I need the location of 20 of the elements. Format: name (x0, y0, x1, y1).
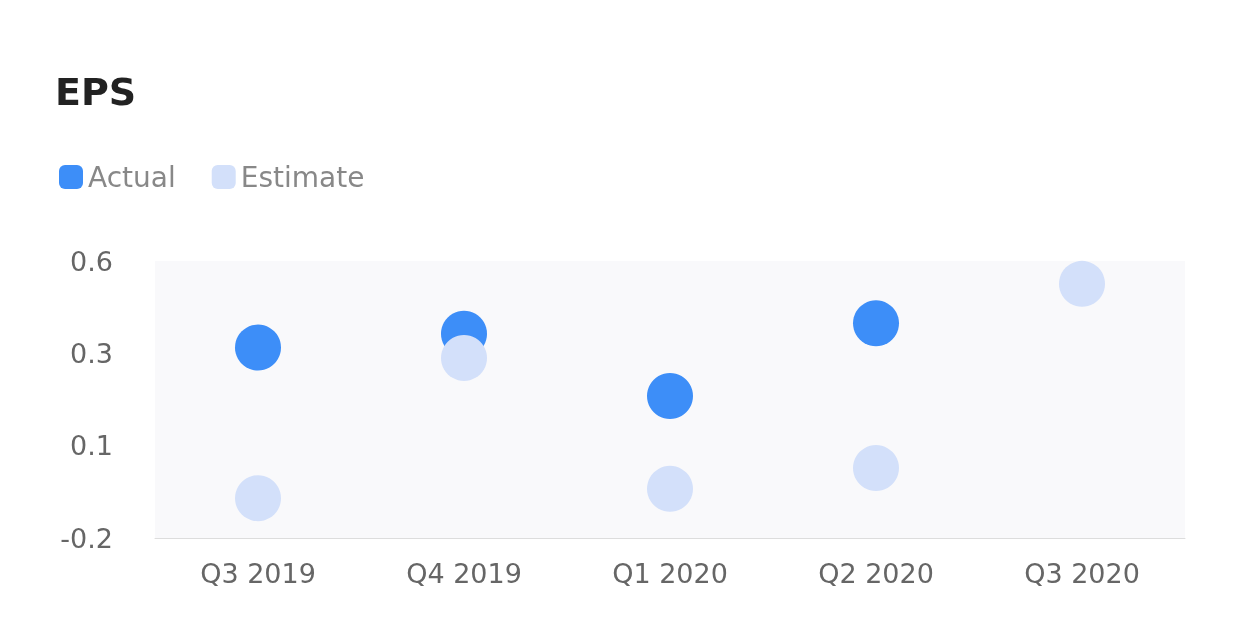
x-tick-label: Q2 2020 (818, 558, 934, 589)
y-tick-label: -0.2 (60, 522, 113, 554)
y-tick-label: 0.3 (70, 337, 113, 369)
point (235, 324, 281, 371)
point (1059, 260, 1105, 307)
legend-label: Estimate (240, 160, 365, 194)
point (647, 465, 693, 512)
legend-label: Actual (88, 160, 176, 194)
y-tick-label: 0.6 (70, 245, 113, 277)
point (647, 373, 693, 420)
x-tick-label: Q1 2020 (612, 558, 728, 589)
x-tick-label: Q3 2020 (1024, 558, 1140, 589)
point (441, 334, 487, 381)
point (853, 300, 899, 347)
y-tick-label: 0.1 (70, 430, 113, 462)
point (853, 445, 899, 492)
x-tick-label: Q3 2019 (200, 558, 316, 589)
x-tick-label: Q4 2019 (406, 558, 522, 589)
chart-title: EPS (55, 70, 137, 114)
point (235, 475, 281, 522)
